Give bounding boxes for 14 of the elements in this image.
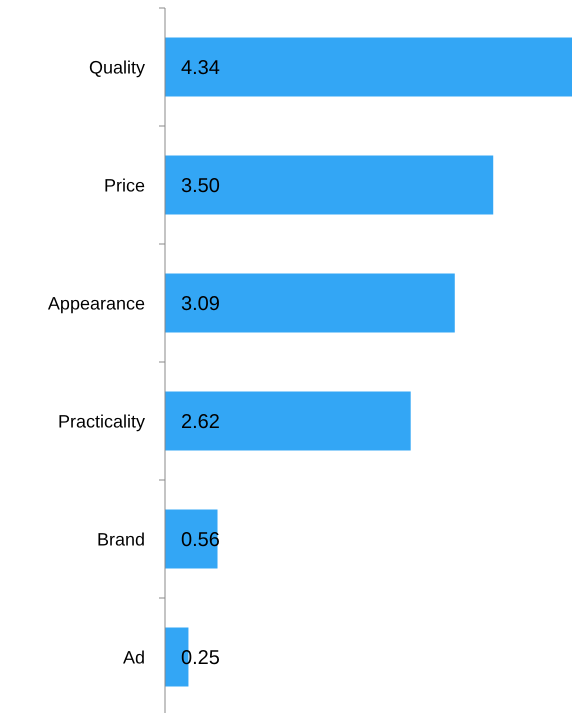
bar — [165, 156, 494, 214]
bar — [165, 392, 411, 450]
data-label: 2.62 — [181, 411, 220, 433]
y-tick-label: Appearance — [48, 293, 145, 314]
y-tick-label: Brand — [96, 529, 145, 550]
data-label: 4.34 — [181, 57, 220, 79]
bar — [165, 274, 455, 332]
bar — [165, 38, 572, 96]
y-tick-label: Price — [104, 175, 145, 196]
y-tick-label: Practicality — [58, 411, 145, 432]
y-tick-label: Ad — [122, 647, 145, 668]
data-label: 3.09 — [181, 293, 220, 315]
y-tick-label: Quality — [88, 57, 145, 78]
data-label: 3.50 — [181, 175, 220, 197]
